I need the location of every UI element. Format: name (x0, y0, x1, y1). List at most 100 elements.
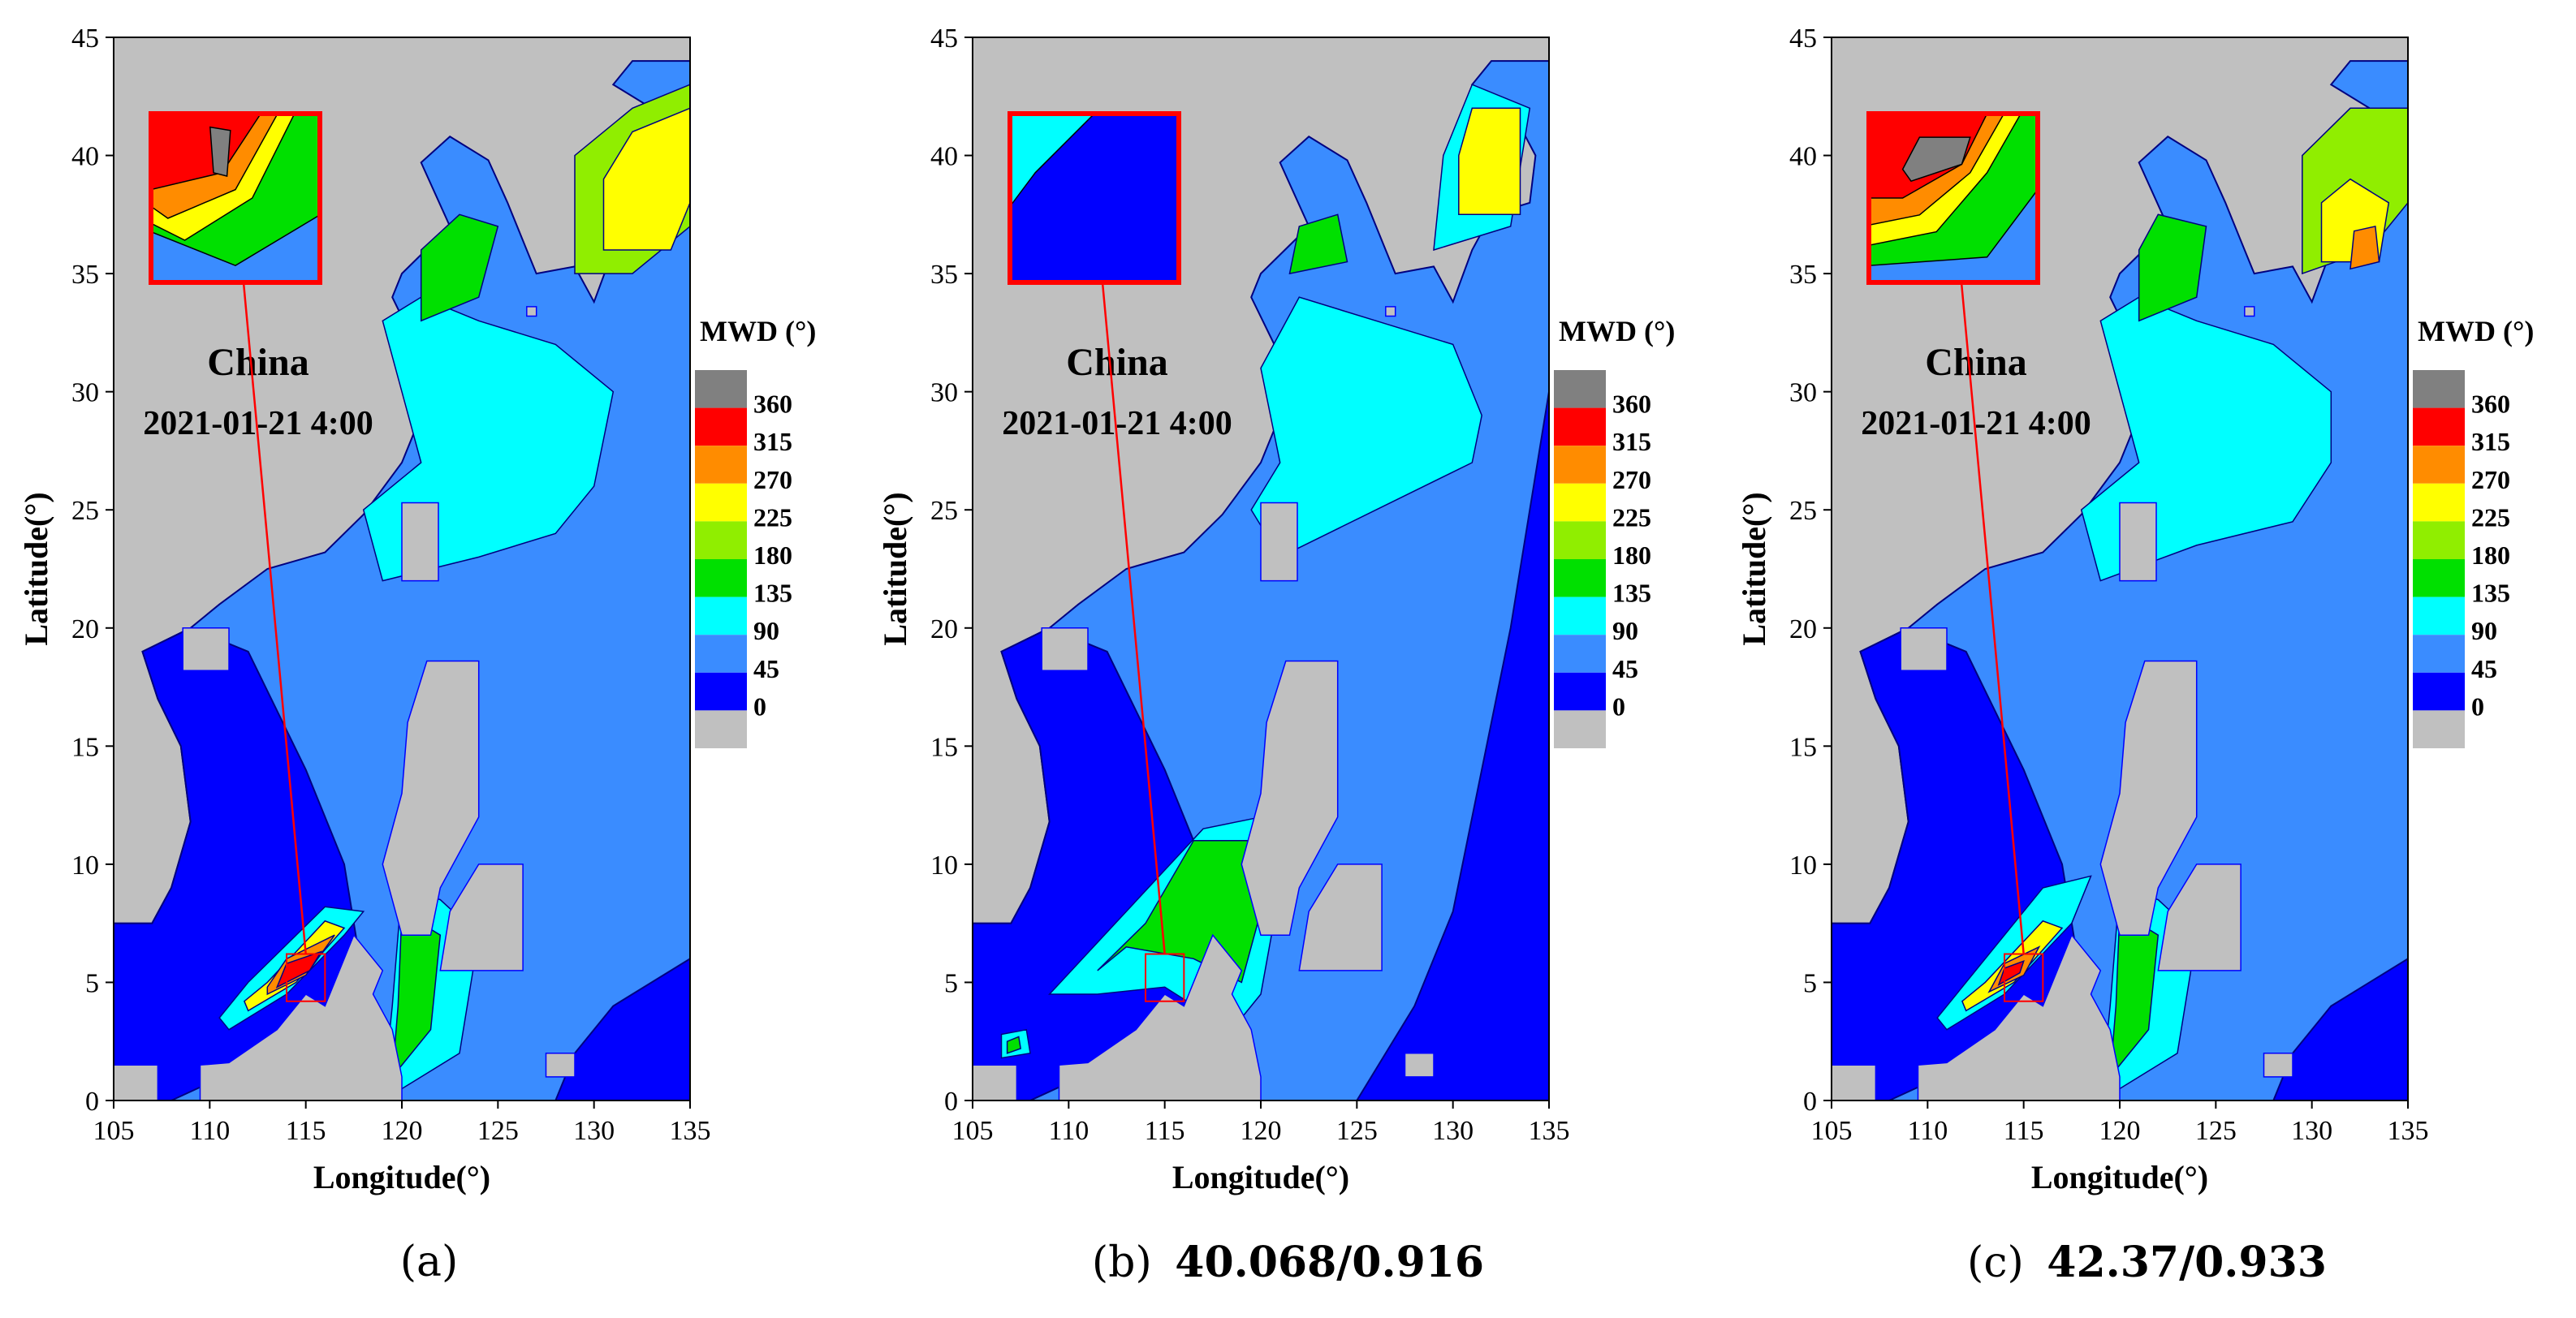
contour-blob (1288, 213, 1348, 275)
y-tick-label: 5 (85, 968, 99, 998)
x-tick-label: 115 (286, 1116, 326, 1146)
y-tick-label: 10 (930, 851, 958, 881)
x-axis-label: Longitude(°) (313, 1159, 490, 1195)
colorbar-swatch (2413, 597, 2465, 635)
y-axis-label: Latitude(°) (1736, 492, 1772, 645)
inset-frame (1866, 111, 2040, 285)
y-tick-label: 15 (71, 732, 99, 762)
colorbar-title: MWD (°) (700, 315, 816, 347)
panel-caption: (a) (0, 1238, 858, 1286)
land-mass (199, 933, 403, 1100)
colorbar-label: 180 (753, 541, 792, 570)
colorbar-label: 315 (1612, 427, 1651, 456)
colorbar-swatch (695, 370, 747, 408)
colorbar-swatch (695, 521, 747, 559)
y-tick-label: 15 (930, 732, 958, 762)
land-mass (382, 660, 480, 936)
caption-letter: (b) (1091, 1238, 1152, 1287)
land-mass (2263, 1053, 2293, 1078)
land-mass (401, 502, 439, 582)
y-tick-label: 35 (1789, 260, 1817, 290)
colorbar-swatch (695, 672, 747, 711)
land-mass (2119, 502, 2157, 582)
caption-letter: (a) (399, 1238, 459, 1286)
contour-blob (2349, 225, 2380, 270)
y-tick-label: 40 (1789, 142, 1817, 172)
panel-b: 105 110 115 120 125 130 135 0 5 10 15 20 25 30 35 40 45 L… (859, 0, 1717, 1318)
inset-frame (149, 111, 322, 285)
zoom-leader-line (1960, 282, 2025, 954)
x-tick-label: 115 (2004, 1116, 2044, 1146)
colorbar-swatch (1554, 521, 1606, 559)
y-tick-label: 5 (1803, 968, 1817, 998)
y-tick-label: 30 (1789, 378, 1817, 408)
colorbar-swatch (1554, 710, 1606, 748)
colorbar-swatch (2413, 446, 2465, 484)
land-mass (1404, 1053, 1435, 1078)
colorbar-swatch (1554, 597, 1606, 635)
colorbar-swatch (695, 597, 747, 635)
colorbar-swatch (695, 635, 747, 673)
colorbar-label: 315 (753, 427, 792, 456)
colorbar-label: 225 (753, 502, 792, 532)
y-tick-label: 10 (71, 851, 99, 881)
x-tick-label: 120 (382, 1116, 423, 1146)
inset-frame (1008, 111, 1181, 285)
land-mass (1917, 933, 2121, 1100)
inset-contour (209, 126, 231, 177)
zoom-leader-line (1101, 282, 1166, 954)
x-tick-label: 125 (477, 1116, 519, 1146)
zoom-box (2004, 953, 2044, 1002)
contour-field (1832, 60, 2408, 1100)
map-chart-c: 105 110 115 120 125 130 135 0 5 10 15 20 25 30 35 40 45 L… (1736, 24, 2534, 1195)
land-mass (1298, 864, 1383, 971)
land-mass (439, 864, 524, 971)
colorbar-swatch (2413, 559, 2465, 597)
colorbar-label: 135 (2471, 579, 2510, 608)
y-tick-label: 45 (930, 24, 958, 54)
x-tick-label: 110 (1048, 1116, 1089, 1146)
contour-field (114, 60, 690, 1100)
colorbar-label: 0 (2471, 691, 2484, 721)
land-mass (1241, 660, 1339, 936)
country-label: China (1925, 341, 2026, 384)
colorbar-label: 180 (1612, 541, 1651, 570)
y-tick-label: 40 (930, 142, 958, 172)
x-tick-label: 130 (573, 1116, 615, 1146)
land-mass (2157, 864, 2242, 971)
colorbar-swatch (695, 446, 747, 484)
y-tick-label: 35 (930, 260, 958, 290)
colorbar-label: 45 (1612, 654, 1638, 683)
y-tick-label: 5 (944, 968, 958, 998)
land-mass (114, 1064, 159, 1100)
colorbar-label: 360 (2471, 390, 2510, 419)
land-mass (545, 1053, 576, 1078)
colorbar-label: 360 (753, 390, 792, 419)
colorbar-swatch (695, 559, 747, 597)
y-tick-label: 20 (71, 614, 99, 644)
colorbar-label: 225 (2471, 502, 2510, 532)
x-axis-label: Longitude(°) (2031, 1159, 2208, 1195)
colorbar-swatch (2413, 407, 2465, 446)
contour-blob (1006, 1036, 1022, 1054)
colorbar-label: 180 (2471, 541, 2510, 570)
colorbar-title: MWD (°) (2418, 315, 2534, 347)
colorbar-swatch (2413, 370, 2465, 408)
land-mass (1900, 627, 1948, 671)
land-mass (1832, 1064, 1877, 1100)
colorbar-label: 270 (1612, 465, 1651, 494)
y-tick-label: 40 (71, 142, 99, 172)
land-mass (1260, 502, 1298, 582)
panel-a: 105 110 115 120 125 130 135 0 5 10 15 20 25 30 35 40 45 L… (0, 0, 858, 1318)
land-mass (2244, 306, 2255, 317)
colorbar-swatch (2413, 521, 2465, 559)
colorbar-label: 270 (2471, 465, 2510, 494)
colorbar-swatch (1554, 446, 1606, 484)
colorbar-swatch (2413, 483, 2465, 522)
x-tick-label: 120 (2099, 1116, 2141, 1146)
map-chart-a: 105 110 115 120 125 130 135 0 5 10 15 20 25 30 35 40 45 L… (18, 24, 816, 1195)
land-mass (1385, 306, 1396, 317)
x-axis-label: Longitude(°) (1172, 1159, 1349, 1195)
contour-blob (420, 213, 499, 322)
colorbar-label: 90 (1612, 616, 1638, 645)
